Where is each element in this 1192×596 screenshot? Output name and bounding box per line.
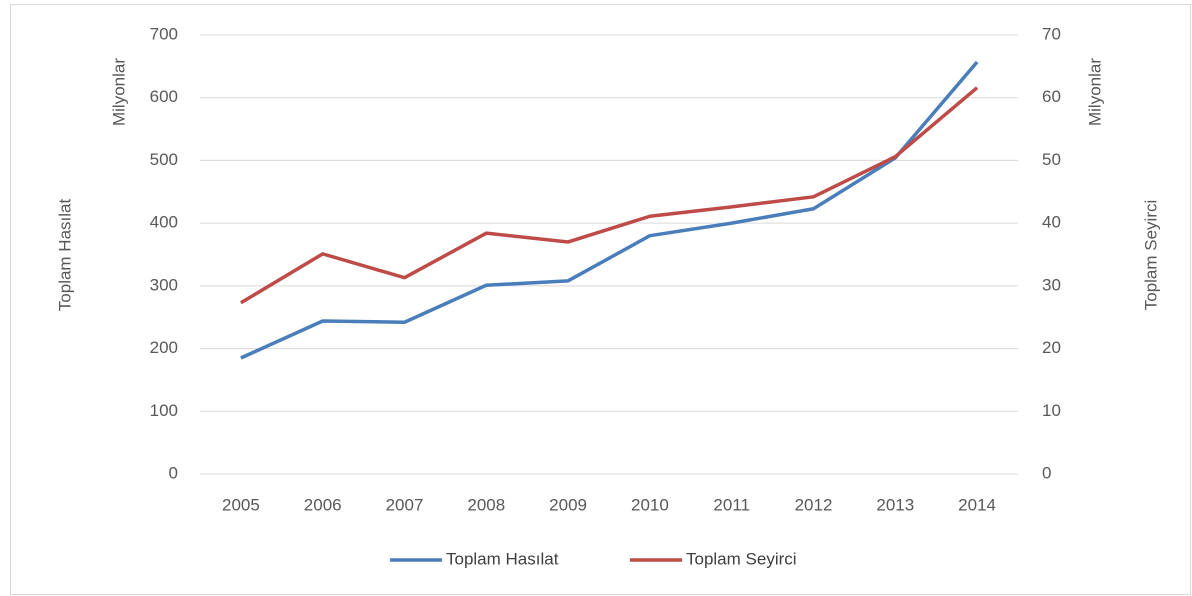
- x-tick-label: 2005: [222, 495, 260, 514]
- series-line: [240, 60, 979, 360]
- x-tick-label: 2006: [304, 495, 342, 514]
- y-tick-label: 500: [150, 150, 178, 169]
- y-tick-label: 100: [150, 401, 178, 420]
- y2-tick-label: 40: [1042, 213, 1061, 232]
- y-tick-label: 0: [169, 463, 178, 482]
- legend-label: Toplam Hasılat: [446, 549, 559, 568]
- y-axis-label: Toplam Hasılat: [55, 199, 74, 312]
- x-tick-label: 2010: [631, 495, 669, 514]
- series-line: [240, 86, 979, 305]
- y-tick-label: 700: [150, 24, 178, 43]
- y2-axis-units: Milyonlar: [1085, 58, 1104, 126]
- x-tick-label: 2009: [549, 495, 587, 514]
- y-tick-label: 400: [150, 213, 178, 232]
- y2-tick-label: 30: [1042, 275, 1061, 294]
- y2-tick-label: 60: [1042, 87, 1061, 106]
- x-tick-label: 2013: [876, 495, 914, 514]
- y2-axis-label: Toplam Seyirci: [1141, 200, 1160, 311]
- y-tick-label: 600: [150, 87, 178, 106]
- y-tick-label: 200: [150, 338, 178, 357]
- y2-tick-label: 0: [1042, 463, 1051, 482]
- chart-frame: [10, 4, 1191, 595]
- x-tick-label: 2007: [386, 495, 424, 514]
- y2-tick-label: 50: [1042, 150, 1061, 169]
- y2-tick-label: 10: [1042, 401, 1061, 420]
- x-tick-label: 2008: [467, 495, 505, 514]
- y2-tick-label: 20: [1042, 338, 1061, 357]
- y2-tick-label: 70: [1042, 24, 1061, 43]
- x-tick-label: 2011: [713, 495, 750, 514]
- x-tick-label: 2014: [958, 495, 996, 514]
- y-axis-units: Milyonlar: [109, 58, 128, 126]
- y-tick-label: 300: [150, 275, 178, 294]
- legend-label: Toplam Seyirci: [686, 549, 797, 568]
- x-tick-label: 2012: [795, 495, 833, 514]
